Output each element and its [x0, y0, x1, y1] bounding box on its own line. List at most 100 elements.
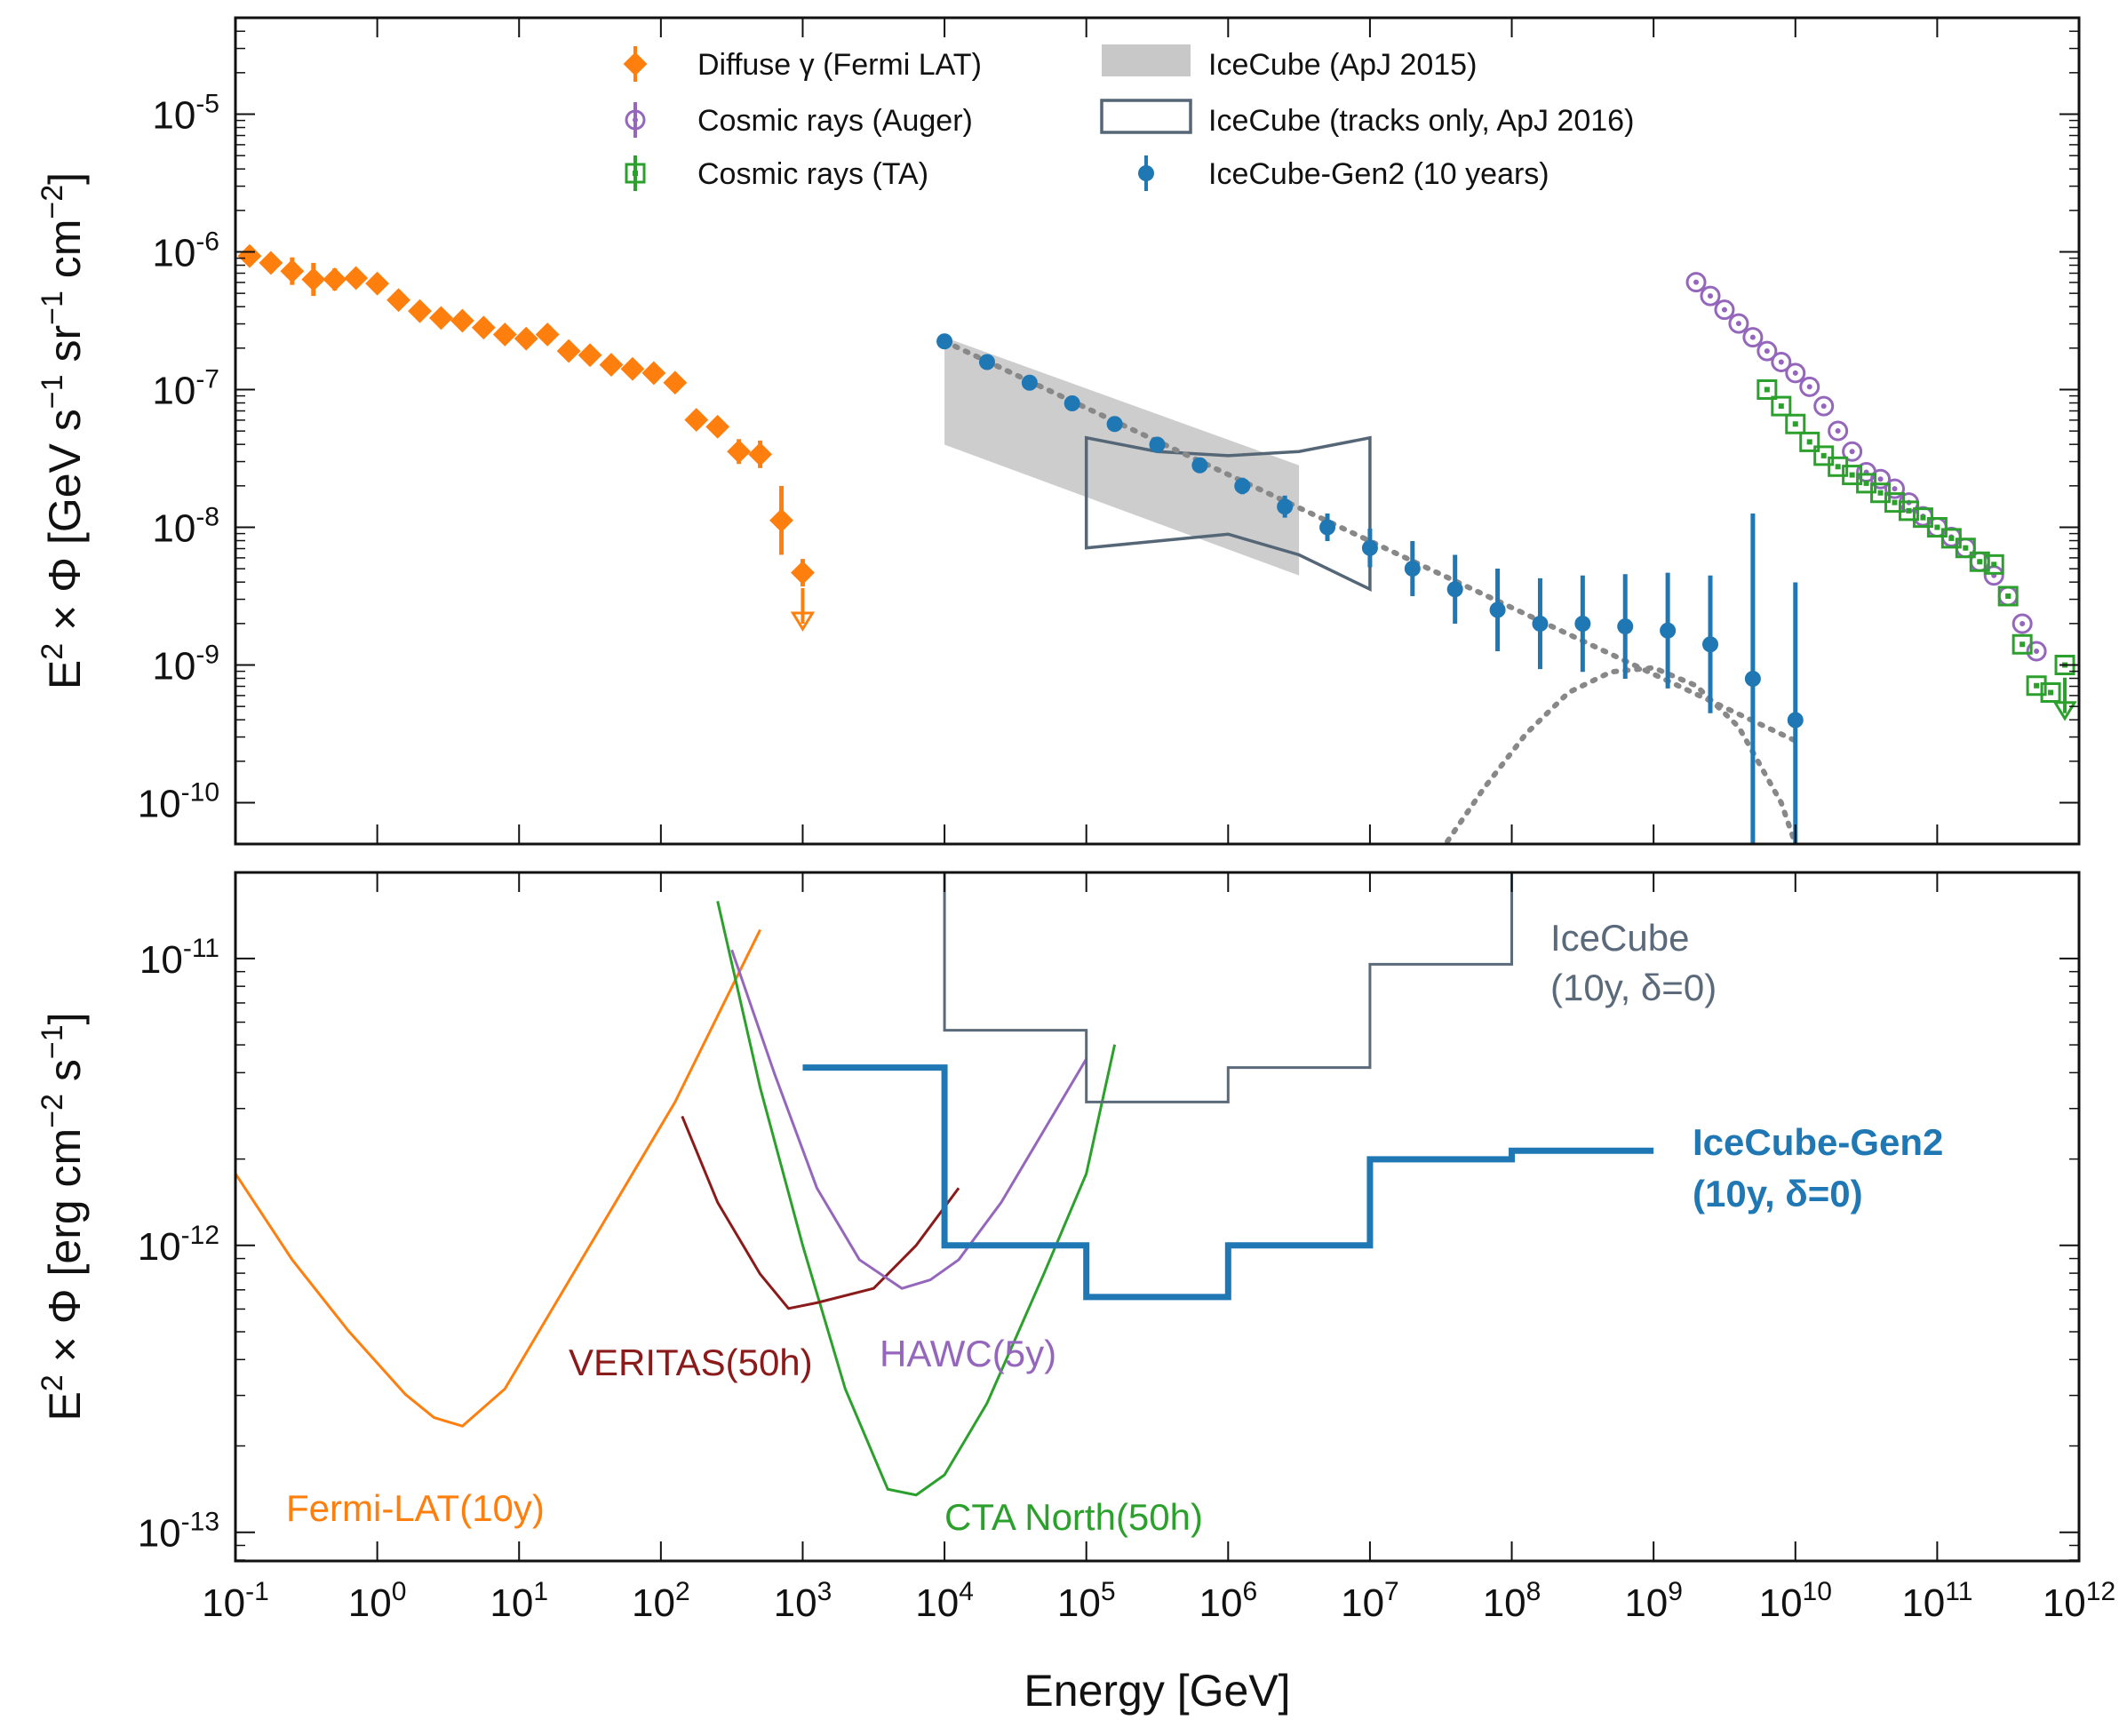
x-tick-label: 102: [632, 1577, 690, 1625]
y-tick-label: 10-8: [152, 503, 219, 551]
data-point-dot: [1849, 472, 1855, 478]
data-point-dot: [1877, 476, 1884, 482]
icecube-2015-band: [944, 337, 1300, 576]
tick-base: 10: [1341, 1581, 1384, 1625]
data-point: [450, 308, 474, 333]
data-point: [1319, 519, 1336, 536]
data-point-dot: [1835, 428, 1841, 434]
data-point: [492, 323, 517, 346]
data-point: [1842, 441, 1863, 462]
tick-exponent: -12: [181, 1221, 219, 1250]
data-point: [1742, 327, 1764, 348]
data-point-dot: [2034, 682, 2040, 689]
x-tick-label: 10-1: [202, 1577, 269, 1625]
icecube-2016-tracks-box: [1084, 435, 1372, 593]
data-point-dot: [1778, 359, 1784, 365]
y-tick-label: 10-7: [152, 365, 219, 413]
tick-exponent: 7: [1384, 1577, 1399, 1606]
data-point: [2011, 633, 2033, 655]
legend-label: IceCube-Gen2 (10 years): [1208, 157, 1549, 191]
sensitivity-curve-5: [802, 1064, 1654, 1301]
data-point-dot: [2048, 689, 2054, 696]
data-point: [978, 354, 995, 370]
legend-item: IceCube-Gen2 (10 years): [1138, 155, 1549, 191]
tick-base: 10: [152, 94, 195, 138]
data-point-dot: [1693, 279, 1700, 285]
annotation-label: HAWC(5y): [880, 1333, 1056, 1374]
data-point: [936, 333, 953, 350]
data-point-dot: [1934, 524, 1940, 530]
legend-item: IceCube (ApJ 2015): [1102, 44, 1477, 82]
data-point: [2026, 675, 2047, 697]
data-point: [365, 271, 390, 296]
annotation-label: IceCube-Gen2: [1693, 1121, 1943, 1163]
series-2: [1757, 379, 2077, 721]
data-point: [1969, 551, 1990, 572]
data-point-dot: [2019, 621, 2026, 626]
data-point: [1757, 379, 1778, 400]
legend-marker-dot: [633, 171, 638, 176]
tick-base: 10: [1901, 1581, 1945, 1625]
tick-exponent: -7: [195, 365, 219, 394]
tick-exponent: -13: [181, 1508, 219, 1537]
data-point: [514, 326, 538, 351]
data-point: [1785, 362, 1806, 384]
data-point: [599, 353, 624, 378]
tick-exponent: -8: [195, 503, 219, 532]
legend-item: Cosmic rays (Auger): [625, 102, 973, 138]
label-part: s: [40, 1059, 90, 1094]
data-point: [1532, 616, 1549, 632]
legend-label: IceCube (tracks only, ApJ 2016): [1208, 104, 1634, 138]
tick-exponent: 9: [1668, 1577, 1683, 1606]
data-point: [663, 370, 688, 395]
tick-base: 10: [490, 1581, 533, 1625]
data-point: [1828, 420, 1849, 442]
bottom-frame: [234, 871, 2081, 1563]
legend-swatch: [1100, 99, 1192, 134]
legend-item: IceCube (tracks only, ApJ 2016): [1100, 99, 1634, 138]
tick-base: 10: [139, 938, 183, 982]
data-point: [791, 561, 815, 585]
data-point: [323, 267, 347, 291]
data-point-dot: [2034, 649, 2040, 654]
upper-limit: [2052, 701, 2077, 721]
data-point-dot: [2019, 641, 2026, 648]
label-part: ]: [40, 1012, 90, 1024]
tick-exponent: -5: [195, 90, 219, 119]
data-point: [1361, 539, 1378, 556]
y-tick-label: 10-6: [152, 227, 219, 275]
tick-exponent: -1: [245, 1577, 269, 1606]
label-part: ]: [40, 172, 90, 185]
sensitivity-curve-3: [730, 949, 1087, 1290]
data-point-dot: [1977, 559, 1983, 565]
sensitivity-curve-4: [943, 872, 1514, 1103]
annotation-label: IceCube: [1550, 917, 1689, 959]
x-axis-label: Energy [GeV]: [1024, 1666, 1290, 1716]
legend-marker-dot: [633, 117, 638, 123]
data-point: [1997, 585, 2019, 607]
tick-exponent: -10: [181, 778, 219, 808]
upper-limit: [790, 611, 816, 632]
data-point: [1870, 468, 1892, 490]
legend-marker: [1138, 165, 1154, 181]
data-point: [1021, 374, 1038, 391]
tick-base: 10: [1483, 1581, 1526, 1625]
data-point: [1787, 712, 1804, 729]
legend-item: Cosmic rays (TA): [625, 155, 928, 191]
y-tick-label: 10-10: [138, 778, 219, 826]
tick-base: 10: [152, 507, 195, 551]
data-point-dot: [1749, 334, 1756, 340]
data-point: [471, 315, 496, 340]
data-point-dot: [1892, 486, 1898, 492]
x-tick-label: 106: [1199, 1577, 1257, 1625]
y-tick-label: 10-12: [138, 1221, 219, 1269]
data-point: [1813, 395, 1835, 417]
data-point: [1574, 616, 1591, 632]
data-point: [1898, 500, 1919, 522]
top-panel: 10-510-610-710-810-910-10: [138, 16, 2081, 846]
data-point: [1771, 352, 1792, 372]
data-point: [535, 323, 560, 346]
data-point-dot: [1778, 403, 1784, 410]
